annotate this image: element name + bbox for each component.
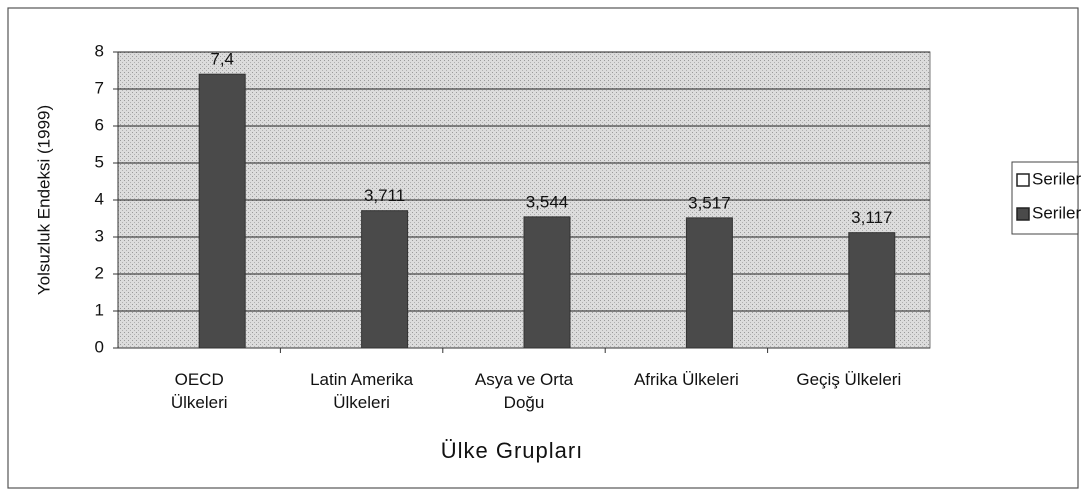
- legend-swatch: [1016, 173, 1030, 187]
- data-label: 3,517: [688, 193, 731, 212]
- y-tick-label: 5: [95, 152, 104, 171]
- y-tick-label: 2: [95, 263, 104, 282]
- bar: [685, 217, 733, 349]
- data-label: 3,117: [851, 208, 892, 227]
- x-tick-label: OECD Ülkeleri: [170, 370, 228, 412]
- y-tick-label: 1: [95, 300, 104, 319]
- chart-border: [7, 7, 1079, 489]
- y-tick-label: 3: [95, 226, 104, 245]
- bar: [198, 73, 246, 349]
- data-label: 3,711: [364, 186, 405, 205]
- legend-label: Seriler 1: [1032, 169, 1086, 188]
- y-axis-title: Yolsuzluk Endeksi (1999): [34, 105, 53, 295]
- data-label: 3,544: [526, 192, 569, 211]
- legend-swatch: [1016, 207, 1030, 221]
- y-tick-label: 4: [95, 189, 104, 208]
- bar: [361, 210, 409, 349]
- bar: [848, 232, 896, 349]
- x-tick-label: Afrika Ülkeleri: [633, 370, 739, 389]
- y-tick-label: 7: [95, 78, 104, 97]
- x-tick-label: Latin Amerika Ülkeleri: [310, 370, 414, 412]
- y-tick-label: 0: [95, 337, 104, 356]
- data-label: 7,4: [210, 50, 234, 69]
- x-tick-label: Geçiş Ülkeleri: [796, 370, 902, 389]
- y-tick-label: 6: [95, 115, 104, 134]
- bar: [523, 216, 571, 349]
- x-tick-label: Asya ve Orta Doğu: [474, 370, 574, 412]
- y-tick-label: 8: [95, 41, 104, 60]
- x-axis-title: Ülke Grupları: [441, 438, 584, 463]
- legend-label: Seriler 2: [1032, 203, 1086, 222]
